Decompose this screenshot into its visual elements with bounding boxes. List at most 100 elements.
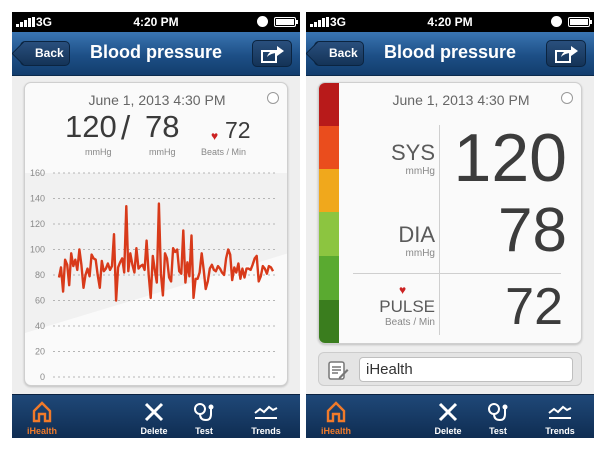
select-radio[interactable] [561, 92, 573, 104]
carrier-label: 3G [330, 15, 347, 29]
back-button[interactable]: Back [314, 41, 364, 66]
pulse-unit: Beats / Min [201, 147, 247, 157]
diastolic-unit: mmHg [149, 147, 176, 157]
pulse-unit: Beats / Min [384, 317, 435, 328]
back-button-label: Back [329, 46, 358, 60]
share-icon [261, 46, 284, 63]
tab-delete-label: Delete [140, 426, 168, 436]
battery-icon [274, 17, 298, 27]
tab-delete-label: Delete [434, 426, 462, 436]
nav-bar: Back Blood pressure [12, 32, 300, 76]
page-title: Blood pressure [383, 42, 517, 62]
status-time: 4:20 PM [427, 15, 473, 29]
heart-icon: ♥ [211, 129, 219, 143]
y-tick-label: 100 [30, 245, 45, 255]
select-radio[interactable] [267, 92, 279, 104]
tab-test-label: Test [195, 426, 213, 436]
nav-bar: Back Blood pressure [306, 32, 594, 76]
orientation-lock-icon [257, 16, 268, 27]
pulse-label: PULSE [379, 297, 435, 316]
back-button-label: Back [35, 46, 64, 60]
signal-icon [310, 17, 329, 27]
dia-value: 78 [498, 196, 567, 265]
status-bar: 3G 4:20 PM [306, 12, 594, 32]
reading-separator: / [121, 109, 131, 146]
diastolic-value: 78 [145, 109, 180, 144]
status-bar: 3G 4:20 PM [12, 12, 300, 32]
tab-ihealth-label: iHealth [26, 426, 57, 436]
tab-bar: iHealth Delete Test Trends [12, 394, 300, 438]
level-band-6 [319, 300, 339, 343]
signal-icon [16, 17, 35, 27]
y-tick-label: 20 [35, 347, 45, 357]
row-divider [353, 273, 561, 274]
note-icon [328, 361, 349, 380]
tab-bar: iHealth Delete Test Trends [306, 394, 594, 438]
sys-label: SYS [390, 140, 435, 165]
tab-ihealth[interactable]: iHealth [16, 395, 68, 438]
y-tick-label: 160 [30, 168, 45, 178]
tab-trends-label: Trends [545, 426, 575, 436]
pulse-value: 72 [225, 117, 251, 143]
dia-label: DIA [398, 222, 435, 247]
right-screen: 3G 4:20 PM Back Blood pressure June 1, 2… [306, 12, 594, 438]
status-time: 4:20 PM [133, 15, 179, 29]
y-tick-label: 60 [35, 296, 45, 306]
close-icon [144, 402, 164, 422]
home-icon [326, 401, 346, 423]
dia-unit: mmHg [405, 248, 435, 259]
pulse-value: 72 [505, 278, 563, 336]
bp-chart: 160 140 120 100 80 60 40 20 0 [25, 163, 287, 385]
cuff-icon [488, 403, 508, 422]
tab-trends[interactable]: Trends [534, 395, 586, 438]
y-tick-label: 40 [35, 321, 45, 331]
tab-ihealth[interactable]: iHealth [310, 395, 362, 438]
detail-card: June 1, 2013 4:30 PM SYS mmHg 120 DIA mm… [318, 82, 582, 344]
y-tick-label: 120 [30, 219, 45, 229]
y-tick-label: 0 [40, 372, 45, 382]
tab-delete[interactable]: Delete [128, 395, 180, 438]
y-tick-label: 140 [30, 194, 45, 204]
tab-trends[interactable]: Trends [240, 395, 292, 438]
tab-test[interactable]: Test [472, 395, 524, 438]
reading-date: June 1, 2013 4:30 PM [392, 92, 530, 108]
level-band-2 [319, 126, 339, 169]
back-button[interactable]: Back [20, 41, 70, 66]
systolic-unit: mmHg [85, 147, 112, 157]
level-band-4 [319, 212, 339, 256]
sys-unit: mmHg [405, 166, 435, 177]
share-button[interactable] [252, 40, 292, 67]
trends-icon [548, 405, 572, 419]
note-box: iHealth [318, 352, 582, 386]
sys-value: 120 [453, 120, 567, 196]
battery-icon [568, 17, 592, 27]
trends-icon [254, 405, 278, 419]
chart-shade [25, 173, 287, 333]
level-band-5 [319, 256, 339, 300]
level-band-3 [319, 169, 339, 212]
share-button[interactable] [546, 40, 586, 67]
bp-chart-svg: 160 140 120 100 80 60 40 20 0 [25, 168, 287, 382]
tab-delete[interactable]: Delete [422, 395, 474, 438]
share-icon [555, 46, 578, 63]
close-icon [438, 402, 458, 422]
systolic-value: 120 [65, 109, 117, 144]
reading-date: June 1, 2013 4:30 PM [88, 92, 226, 108]
tab-trends-label: Trends [251, 426, 281, 436]
carrier-label: 3G [36, 15, 53, 29]
tab-test[interactable]: Test [178, 395, 230, 438]
y-tick-label: 80 [35, 270, 45, 280]
column-divider [439, 125, 440, 335]
orientation-lock-icon [551, 16, 562, 27]
tab-test-label: Test [489, 426, 507, 436]
series-line [57, 202, 275, 302]
tab-ihealth-label: iHealth [320, 426, 351, 436]
left-screen: 3G 4:20 PM Back Blood pressure June 1, 2… [12, 12, 300, 438]
note-input[interactable]: iHealth [359, 357, 573, 382]
home-icon [32, 401, 52, 423]
cuff-icon [194, 403, 214, 422]
level-band-1 [319, 83, 339, 126]
heart-icon: ♥ [399, 283, 407, 297]
page-title: Blood pressure [89, 42, 223, 62]
reading-card: June 1, 2013 4:30 PM 120 / 78 ♥ 72 mmHg … [24, 82, 288, 386]
